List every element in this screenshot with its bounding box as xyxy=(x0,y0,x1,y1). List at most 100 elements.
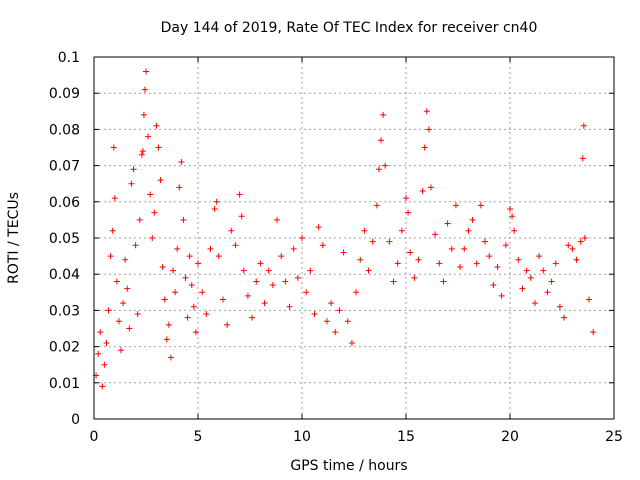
x-tick-label: 15 xyxy=(397,429,415,445)
x-tick-label: 20 xyxy=(501,429,519,445)
data-point xyxy=(122,256,129,263)
data-point xyxy=(265,267,272,274)
data-point xyxy=(494,263,501,270)
data-point xyxy=(444,220,451,227)
y-tick-label: 0.09 xyxy=(49,86,80,102)
data-point xyxy=(540,267,547,274)
data-point xyxy=(188,282,195,289)
data-point xyxy=(373,202,380,209)
data-point xyxy=(425,126,432,133)
data-point xyxy=(561,314,568,321)
data-point xyxy=(307,267,314,274)
data-point xyxy=(577,238,584,245)
data-point xyxy=(386,238,393,245)
data-point xyxy=(124,285,131,292)
data-point xyxy=(527,274,534,281)
data-point xyxy=(199,289,206,296)
data-point xyxy=(115,318,122,325)
y-tick-label: 0.1 xyxy=(58,50,80,66)
data-point xyxy=(482,238,489,245)
data-point xyxy=(101,361,108,368)
data-point xyxy=(211,206,218,213)
data-point xyxy=(380,111,387,118)
data-point xyxy=(95,350,102,357)
data-point xyxy=(130,166,137,173)
data-point xyxy=(213,198,220,205)
data-point xyxy=(232,242,239,249)
data-point xyxy=(180,216,187,223)
data-point xyxy=(159,263,166,270)
data-point xyxy=(240,267,247,274)
data-point xyxy=(390,278,397,285)
data-point xyxy=(323,318,330,325)
data-point xyxy=(151,209,158,216)
data-point xyxy=(336,307,343,314)
data-point xyxy=(282,278,289,285)
data-point xyxy=(219,296,226,303)
data-point xyxy=(365,267,372,274)
data-point xyxy=(178,158,185,165)
data-point xyxy=(167,354,174,361)
data-point xyxy=(465,227,472,234)
data-point xyxy=(398,227,405,234)
data-point xyxy=(498,292,505,299)
data-point xyxy=(261,300,268,307)
data-point xyxy=(224,321,231,328)
data-point xyxy=(573,256,580,263)
data-point xyxy=(163,336,170,343)
data-point xyxy=(580,122,587,129)
x-axis-label: GPS time / hours xyxy=(290,458,407,474)
data-point xyxy=(486,253,493,260)
y-tick-label: 0 xyxy=(71,412,80,428)
data-point xyxy=(361,227,368,234)
data-point xyxy=(147,191,154,198)
data-point xyxy=(411,274,418,281)
data-point xyxy=(155,144,162,151)
data-point xyxy=(174,245,181,252)
data-point xyxy=(579,155,586,162)
y-axis-label: ROTI / TECUs xyxy=(6,192,22,284)
data-point xyxy=(172,289,179,296)
data-point xyxy=(238,213,245,220)
data-point xyxy=(126,325,133,332)
data-point xyxy=(469,216,476,223)
data-point xyxy=(490,282,497,289)
data-point xyxy=(294,274,301,281)
y-tick-label: 0.07 xyxy=(49,159,80,175)
data-point xyxy=(427,184,434,191)
data-point xyxy=(519,285,526,292)
x-tick-label: 25 xyxy=(605,429,623,445)
data-point xyxy=(165,321,172,328)
data-point xyxy=(236,191,243,198)
data-point xyxy=(565,242,572,249)
data-point xyxy=(157,177,164,184)
data-point xyxy=(523,267,530,274)
data-point xyxy=(149,235,156,241)
y-tick-label: 0.06 xyxy=(49,195,80,211)
data-point xyxy=(403,195,409,202)
data-point xyxy=(136,216,143,223)
data-point xyxy=(436,260,443,267)
data-point xyxy=(257,260,264,267)
data-point xyxy=(110,144,117,151)
data-point xyxy=(132,242,139,249)
y-tick-label: 0.08 xyxy=(49,122,80,138)
data-point xyxy=(415,256,422,263)
y-tick-label: 0.05 xyxy=(49,231,80,247)
data-point xyxy=(461,245,468,252)
data-point xyxy=(548,278,555,285)
data-point xyxy=(375,166,382,173)
data-point xyxy=(440,278,447,285)
data-point xyxy=(203,311,210,318)
data-point xyxy=(228,227,235,234)
data-point xyxy=(207,245,214,252)
data-point xyxy=(544,289,551,296)
data-point xyxy=(253,278,260,285)
data-point xyxy=(141,86,148,93)
data-point xyxy=(138,151,145,158)
data-point xyxy=(120,300,127,307)
data-point xyxy=(249,314,256,321)
data-point xyxy=(344,318,351,325)
data-point xyxy=(299,235,305,241)
